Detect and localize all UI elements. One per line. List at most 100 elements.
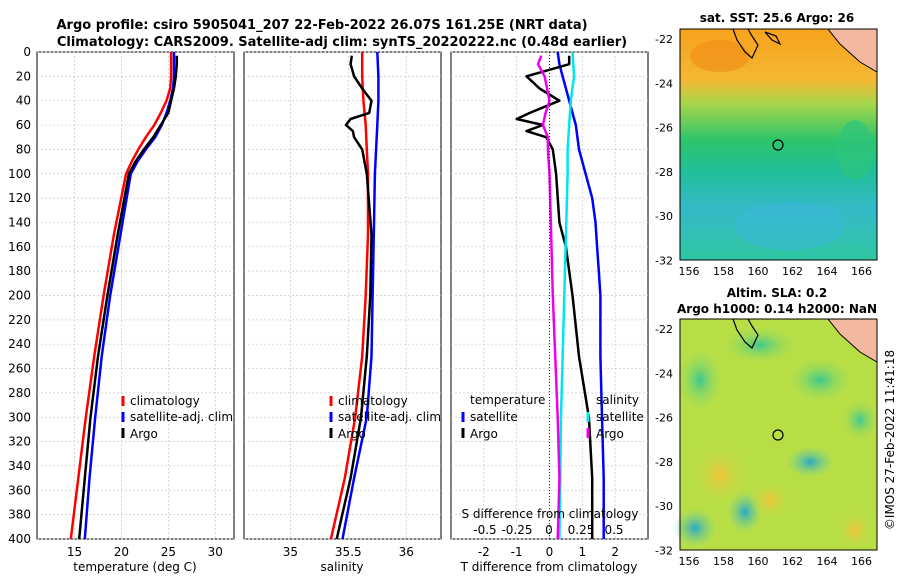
depth-tick-label: 340	[8, 459, 31, 473]
legend-satellite: satellite-adj. clim	[130, 410, 233, 424]
sla-map: 156 158 160 162 164 166 -22 -24 -26 -28 -30 -32	[655, 318, 880, 568]
series-line-argo	[335, 55, 373, 540]
sla-low-patch	[673, 508, 717, 548]
legend-t-satellite: satellite	[470, 410, 518, 424]
depth-tick-label: 400	[8, 532, 31, 546]
x-tick-label: 0	[546, 545, 554, 559]
series-line-s-satellite	[558, 51, 576, 540]
depth-tick-label: 320	[8, 435, 31, 449]
s-tick-label: -0.5	[473, 523, 496, 537]
depth-tick-label: 300	[8, 410, 31, 424]
map-x-tick-label: 166	[851, 265, 872, 278]
map-x-tick-label: 158	[713, 555, 734, 568]
sla-teal-patch	[840, 398, 880, 442]
x-tick-label: 36	[399, 545, 414, 559]
map-x-tick-label: 164	[817, 265, 838, 278]
depth-tick-label: 0	[23, 45, 31, 59]
s-tick-label: 0	[545, 523, 553, 537]
map-x-tick-label: 164	[817, 555, 838, 568]
sla-map-title1: Altim. SLA: 0.2	[727, 286, 828, 300]
depth-tick-label: 20	[16, 69, 31, 83]
temperature-xlabel: temperature (deg C)	[73, 560, 196, 574]
map-y-tick-label: -22	[655, 33, 673, 46]
reef-outline-2	[764, 31, 782, 46]
s-tick-label: 0.25	[568, 523, 595, 537]
argo-location-marker	[772, 429, 784, 441]
series-line-satellite-adj-clim	[83, 52, 176, 540]
map-x-tick-label: 156	[679, 265, 700, 278]
difference-xlabel: T difference from climatology	[460, 560, 638, 574]
depth-axis-labels: 0 20 40 60 80 100 120 140 160 180 200 220 240 260 280 3…	[8, 45, 31, 546]
sla-teal-patch	[675, 345, 725, 415]
sst-warm-patch	[690, 40, 750, 72]
map-y-tick-label: -26	[655, 122, 673, 135]
difference-legend: temperature satellite Argo salinity sate…	[461, 393, 644, 441]
sla-low-patch	[785, 446, 835, 478]
sla-high-patch	[837, 510, 873, 550]
sla-high-patch	[750, 480, 790, 520]
s-tick-label: -0.25	[501, 523, 532, 537]
depth-tick-label: 360	[8, 483, 31, 497]
series-line-satellite-adj-clim	[341, 51, 380, 540]
series-line-argo	[77, 55, 179, 540]
reef-outline	[732, 28, 759, 59]
depth-tick-label: 380	[8, 508, 31, 522]
s-difference-label: S difference from climatology	[462, 507, 639, 521]
map-x-tick-label: 162	[782, 555, 803, 568]
difference-panel: -2 -1 0 1 2	[450, 51, 649, 559]
map-x-tick-label: 166	[851, 555, 872, 568]
depth-tick-label: 120	[8, 191, 31, 205]
sla-map-title2: Argo h1000: 0.14 h2000: NaN	[677, 302, 877, 316]
x-tick-label: 30	[208, 545, 223, 559]
legend-satellite: satellite-adj. clim	[338, 410, 441, 424]
depth-tick-label: 220	[8, 313, 31, 327]
series-line-t-argo	[515, 55, 594, 539]
x-tick-label: 15	[67, 545, 82, 559]
depth-tick-label: 100	[8, 167, 31, 181]
series-line-climatology	[69, 52, 173, 540]
sst-green-patch	[837, 120, 873, 180]
header-line1: Argo profile: csiro 5905041_207 22-Feb-2…	[56, 18, 587, 33]
sla-teal-patch	[785, 355, 855, 405]
x-tick-label: 35.5	[335, 545, 362, 559]
imos-footer: ©IMOS 27-Feb-2022 11:41:18	[883, 350, 897, 530]
header-line2: Climatology: CARS2009. Satellite-adj cli…	[57, 35, 627, 50]
sla-high-patch	[690, 445, 750, 505]
s-difference-ticks: -0.5 -0.25 0 0.25 0.5	[473, 523, 623, 537]
sla-teal-patch	[720, 325, 800, 365]
map-x-tick-label: 160	[748, 265, 769, 278]
temperature-panel: 15 20 25 30	[36, 51, 235, 559]
map-y-tick-label: -28	[655, 456, 673, 469]
reef-outline	[732, 318, 759, 349]
legend-temperature: temperature	[470, 393, 545, 407]
map-x-tick-label: 162	[782, 265, 803, 278]
depth-tick-label: 200	[8, 289, 31, 303]
temperature-legend: climatology satellite-adj. clim Argo	[121, 394, 233, 441]
sst-map-title: sat. SST: 25.6 Argo: 26	[700, 11, 854, 25]
depth-tick-label: 180	[8, 264, 31, 278]
series-line-s-argo	[536, 55, 561, 540]
series-line-t-satellite	[556, 51, 605, 539]
legend-s-satellite: satellite	[596, 410, 644, 424]
x-tick-label: 20	[114, 545, 129, 559]
x-tick-label: 35	[283, 545, 298, 559]
legend-climatology: climatology	[338, 394, 408, 408]
x-tick-label: -1	[511, 545, 523, 559]
legend-climatology: climatology	[130, 394, 200, 408]
sst-cool-patch	[735, 202, 845, 250]
x-tick-label: -2	[478, 545, 490, 559]
salinity-legend: climatology satellite-adj. clim Argo	[329, 394, 441, 441]
map-x-tick-label: 156	[679, 555, 700, 568]
map-y-tick-label: -26	[655, 412, 673, 425]
x-tick-label: 25	[161, 545, 176, 559]
map-y-tick-label: -30	[655, 500, 673, 513]
map-y-tick-label: -28	[655, 166, 673, 179]
map-y-tick-label: -32	[655, 545, 673, 558]
depth-tick-label: 60	[16, 118, 31, 132]
map-x-tick-label: 160	[748, 555, 769, 568]
legend-t-argo: Argo	[470, 427, 498, 441]
map-y-tick-label: -32	[655, 255, 673, 268]
depth-tick-label: 240	[8, 337, 31, 351]
map-y-tick-label: -24	[655, 367, 673, 380]
